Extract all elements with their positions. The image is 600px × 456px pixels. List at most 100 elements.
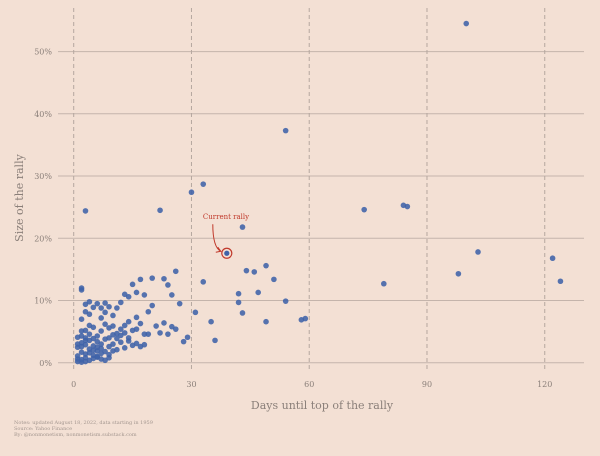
y-tick-label: 50% xyxy=(34,48,52,57)
data-point xyxy=(235,299,242,306)
data-point xyxy=(114,305,120,311)
data-point xyxy=(145,331,152,337)
data-point xyxy=(102,348,108,355)
data-point xyxy=(282,298,289,304)
note-line-1: Notes: updated August 18, 2022, data sta… xyxy=(14,420,153,426)
data-point xyxy=(125,335,132,341)
data-point xyxy=(475,249,481,255)
data-point xyxy=(549,255,556,262)
annotation-arrow xyxy=(212,224,222,252)
data-point xyxy=(106,303,112,310)
y-axis-title: Size of the rally xyxy=(13,153,26,241)
data-point xyxy=(172,326,179,332)
data-point xyxy=(192,309,199,316)
data-point xyxy=(157,330,163,336)
data-point xyxy=(106,343,112,350)
data-point xyxy=(149,302,156,309)
data-point xyxy=(133,326,140,332)
data-point xyxy=(282,127,289,134)
data-point xyxy=(212,337,218,344)
y-tick-label: 20% xyxy=(34,234,52,243)
data-point xyxy=(133,314,140,321)
data-point xyxy=(110,312,116,319)
data-point xyxy=(188,189,195,196)
data-point xyxy=(161,275,167,282)
data-point xyxy=(82,358,89,365)
data-point xyxy=(169,292,175,298)
data-point xyxy=(110,348,116,354)
note-line-3: By: @nonmonetism, nonmonetism.substack.c… xyxy=(14,431,137,438)
data-point xyxy=(86,331,93,337)
y-tick-label: 30% xyxy=(34,172,52,181)
x-tick-label: 0 xyxy=(71,380,76,389)
data-point xyxy=(78,328,85,334)
data-point xyxy=(141,331,148,337)
data-point xyxy=(180,338,187,345)
data-point xyxy=(121,330,128,336)
data-point xyxy=(106,335,112,341)
data-point xyxy=(121,322,128,329)
data-point xyxy=(98,341,104,347)
current-rally-highlight xyxy=(212,224,233,259)
data-point xyxy=(78,285,85,291)
grid xyxy=(58,8,584,369)
data-point xyxy=(90,335,97,342)
data-point xyxy=(381,280,387,287)
data-point xyxy=(125,318,132,325)
data-point xyxy=(90,304,97,311)
data-point xyxy=(102,321,108,327)
data-point xyxy=(141,292,148,298)
data-point xyxy=(118,299,124,306)
data-points xyxy=(74,20,564,365)
data-point xyxy=(94,344,101,351)
data-point xyxy=(86,322,93,329)
data-point xyxy=(98,328,104,334)
annotation-label: Current rally xyxy=(203,213,249,221)
note-line-2: Source: Yahoo Finance xyxy=(14,426,72,432)
data-point xyxy=(82,301,89,308)
data-point xyxy=(271,276,277,283)
data-point xyxy=(78,343,85,350)
data-point xyxy=(137,320,144,327)
data-point xyxy=(235,290,242,297)
data-point xyxy=(82,208,89,214)
data-point xyxy=(86,311,93,318)
data-point xyxy=(102,300,108,306)
data-point xyxy=(149,275,156,281)
y-tick-label: 40% xyxy=(34,110,52,119)
data-point xyxy=(106,354,112,361)
data-point xyxy=(165,331,171,337)
data-point xyxy=(78,349,85,355)
data-point xyxy=(263,262,269,269)
annotation-arrowhead xyxy=(215,246,222,253)
data-point xyxy=(78,316,85,323)
data-point xyxy=(114,335,120,342)
highlight-point xyxy=(224,250,230,256)
data-point xyxy=(239,224,246,230)
data-point xyxy=(176,300,183,307)
data-point xyxy=(94,300,101,307)
y-tick-label: 10% xyxy=(34,297,52,306)
data-point xyxy=(118,326,124,332)
x-tick-label: 30 xyxy=(186,380,196,389)
data-point xyxy=(141,341,148,348)
data-point xyxy=(82,337,89,344)
data-point xyxy=(557,278,564,285)
data-point xyxy=(129,281,136,288)
data-point xyxy=(239,310,246,316)
data-point xyxy=(172,268,179,275)
data-point xyxy=(145,308,152,315)
x-tick-label: 60 xyxy=(304,380,314,389)
data-point xyxy=(200,181,207,187)
data-point xyxy=(463,20,470,27)
data-point xyxy=(137,276,144,283)
data-point xyxy=(255,289,261,296)
y-tick-label: 0% xyxy=(39,359,52,368)
data-point xyxy=(98,305,104,311)
x-tick-label: 90 xyxy=(422,380,432,389)
data-point xyxy=(361,206,367,213)
data-point xyxy=(243,267,250,274)
data-point xyxy=(98,315,104,321)
